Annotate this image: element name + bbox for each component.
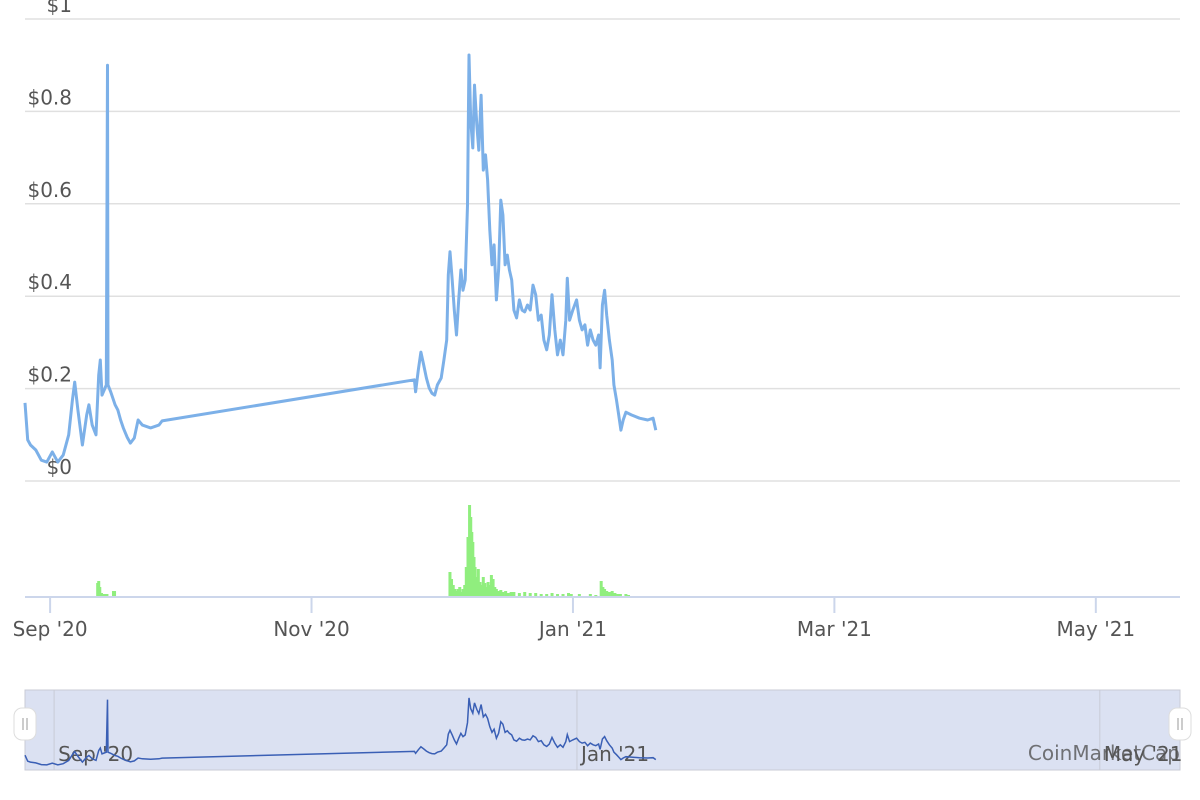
- navigator-label: Jan '21: [579, 742, 649, 766]
- volume-bar: [483, 583, 487, 597]
- volume-bar: [605, 591, 609, 597]
- volume-bar: [481, 577, 485, 597]
- volume-bar: [448, 572, 452, 597]
- volume-bar: [506, 593, 510, 597]
- volume-bar: [485, 587, 489, 597]
- volume-bar: [473, 567, 477, 597]
- y-tick-label: $1: [47, 0, 72, 17]
- volume-bar: [450, 579, 454, 597]
- volume-bar: [113, 591, 117, 597]
- volume-bar: [105, 594, 109, 597]
- volume-bar: [491, 579, 495, 597]
- volume-bar: [459, 592, 463, 597]
- volume-bar: [458, 587, 462, 597]
- volume-bar: [489, 575, 493, 597]
- navigator-label: Sep '20: [58, 742, 133, 766]
- y-tick-label: $0.6: [27, 178, 72, 202]
- volume-bar: [616, 594, 620, 597]
- volume-bar: [556, 594, 560, 597]
- volume-bar: [545, 594, 549, 597]
- x-tick-label: May '21: [1056, 617, 1135, 641]
- volume-bar: [475, 577, 479, 597]
- x-tick-label: Nov '20: [273, 617, 349, 641]
- volume-bar: [569, 594, 573, 597]
- volume-bar: [476, 569, 480, 597]
- volume-bar: [601, 587, 605, 597]
- navigator-label: May '21: [1104, 742, 1183, 766]
- y-tick-label: $0.4: [27, 270, 72, 294]
- volume-bar: [610, 591, 614, 597]
- volume-bar: [607, 592, 611, 597]
- volume-bar: [466, 537, 470, 597]
- volume-bar: [480, 585, 484, 597]
- volume-bar: [494, 589, 498, 597]
- volume-bar: [486, 582, 490, 597]
- volume-bar: [478, 582, 482, 597]
- volume-bar: [599, 581, 603, 597]
- volume-bar: [451, 585, 455, 597]
- volume-bar: [567, 593, 571, 597]
- volume-bar: [550, 593, 554, 597]
- volume-bar: [624, 594, 628, 597]
- volume-bar: [603, 589, 607, 597]
- volume-bar: [98, 587, 102, 597]
- volume-bar: [534, 593, 538, 597]
- volume-bar: [464, 567, 468, 597]
- volume-bar: [102, 594, 106, 597]
- volume-bar: [454, 591, 458, 597]
- volume-bar: [99, 593, 103, 597]
- y-tick-label: $0.8: [27, 85, 72, 109]
- volume-bar: [613, 593, 617, 597]
- volume-bar: [539, 594, 543, 597]
- volume-bar: [461, 589, 465, 597]
- volume-bar: [488, 585, 492, 597]
- volume-bar: [577, 594, 581, 597]
- volume-bar: [493, 587, 497, 597]
- volume-bar: [504, 591, 508, 597]
- volume-bar: [512, 592, 516, 597]
- volume-bar: [499, 590, 503, 597]
- volume-bar: [456, 589, 460, 597]
- volume-bar: [618, 594, 622, 597]
- volume-bar: [509, 592, 513, 597]
- volume-bar: [528, 593, 532, 597]
- volume-bar: [561, 594, 565, 597]
- volume-bar: [463, 585, 467, 597]
- navigator-line: [24, 697, 657, 766]
- volume-bar: [453, 589, 457, 597]
- x-tick-label: Sep '20: [13, 617, 88, 641]
- price-line: [23, 53, 658, 464]
- x-tick-label: Jan '21: [537, 617, 607, 641]
- navigator-handle[interactable]: [13, 707, 37, 741]
- volume-bar: [517, 593, 521, 597]
- volume-bar: [523, 592, 527, 597]
- volume-bar: [501, 592, 505, 597]
- volume-bar: [497, 591, 501, 597]
- navigator-handle[interactable]: [1168, 707, 1192, 741]
- y-tick-label: $0.2: [27, 363, 72, 387]
- watermark: CoinMarketCap: [1028, 741, 1180, 765]
- x-tick-label: Mar '21: [797, 617, 872, 641]
- volume-bar: [588, 594, 592, 597]
